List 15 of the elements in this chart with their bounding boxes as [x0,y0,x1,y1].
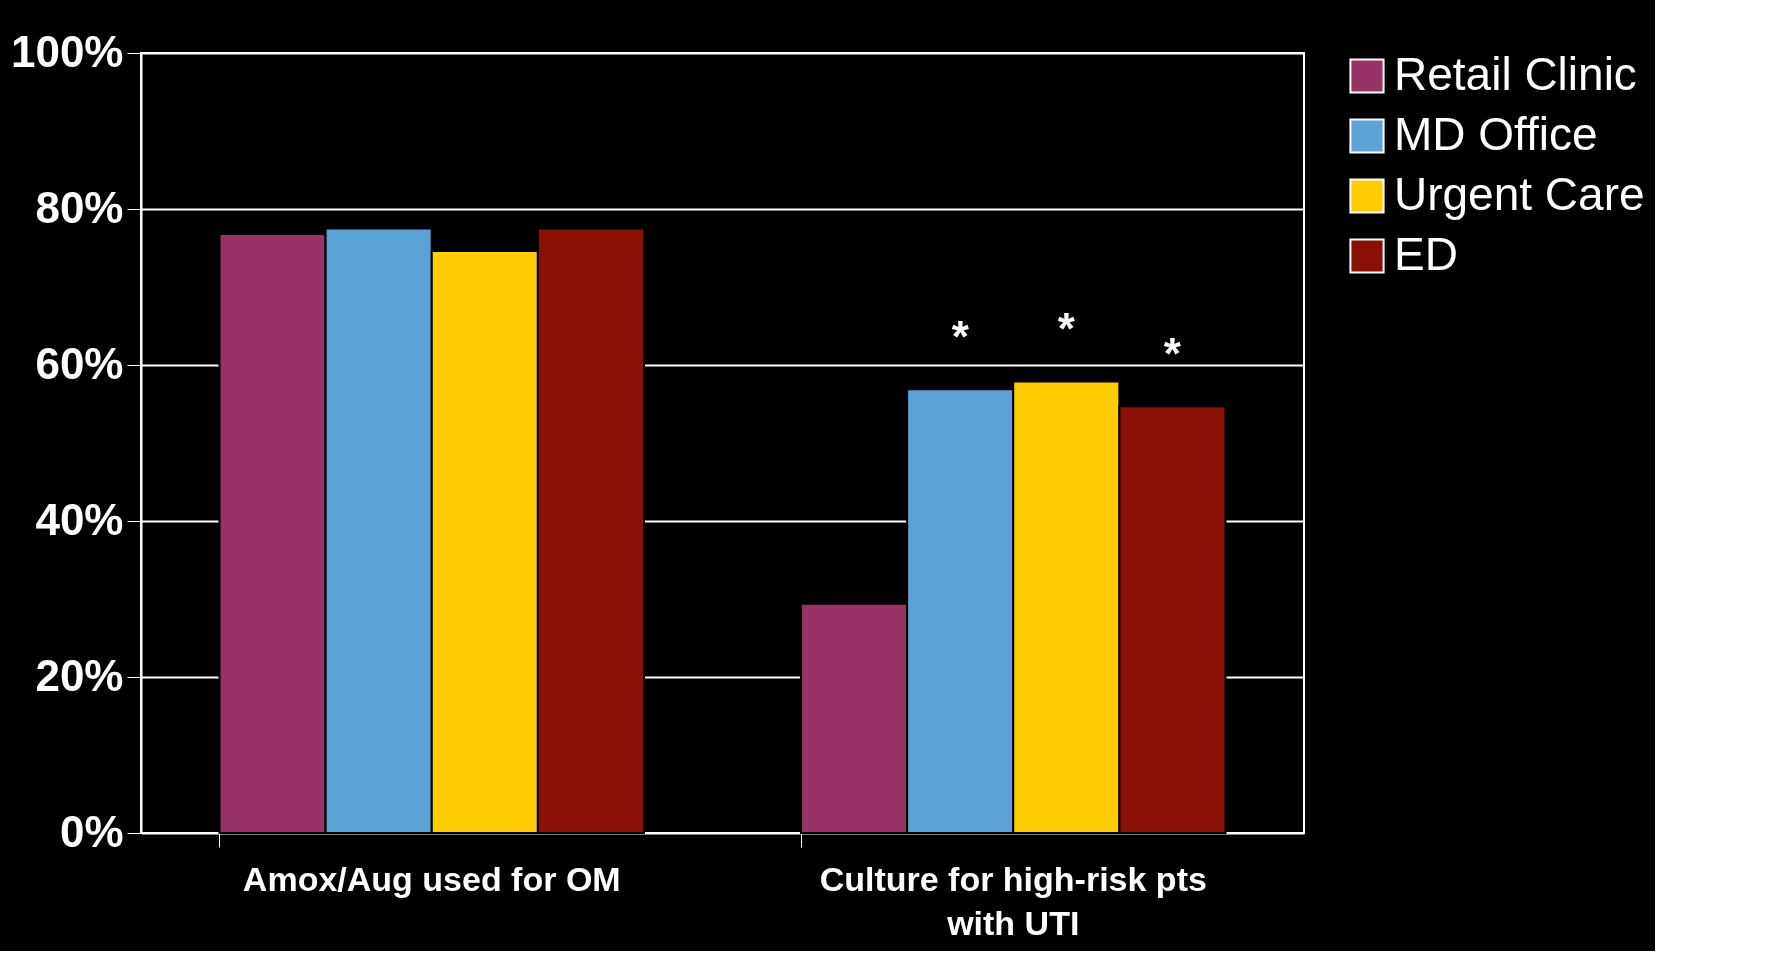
x-tick-label: Amox/Aug used for OM [242,859,621,898]
x-tick-label: Culture for high-risk pts with UTI [819,859,1207,942]
data-label: * [1163,329,1182,379]
legend-label: Retail Clinic [1394,48,1637,100]
y-tick-label: 60% [35,338,124,388]
legend-label: ED [1394,228,1458,280]
y-tick-label: 0% [59,806,124,856]
data-label: * [1057,304,1076,354]
y-tick-label: 40% [35,494,124,544]
data-label: * [951,312,970,362]
legend-label: MD Office [1394,108,1598,160]
y-tick-label: 100% [10,26,124,76]
y-tick-label: 80% [35,182,124,232]
legend-label: Urgent Care [1394,168,1645,220]
y-tick-label: 20% [35,650,124,700]
